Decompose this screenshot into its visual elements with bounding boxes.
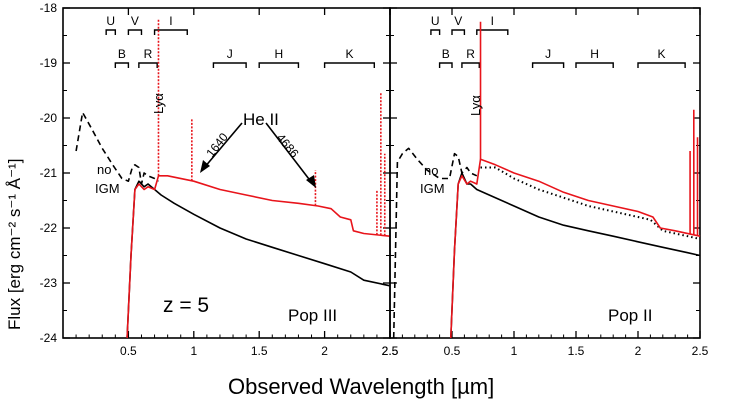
filter-bracket-right-V — [451, 29, 466, 35]
y-tick-label-3: -21 — [40, 166, 58, 180]
x-tick-label-left-1: 1 — [190, 344, 197, 358]
series-right-0 — [392, 147, 478, 339]
filter-label-left-J: J — [227, 47, 233, 61]
filter-label-right-R: R — [466, 47, 475, 61]
filter-label-left-R: R — [144, 47, 153, 61]
series-left-0 — [75, 111, 159, 185]
filter-label-right-B: B — [442, 47, 450, 61]
filter-bracket-right-K — [637, 62, 686, 68]
filter-bracket-right-B — [438, 62, 453, 68]
filter-bracket-left-B — [114, 62, 130, 68]
heii-label: He II — [243, 110, 279, 129]
y-tick-label-1: -23 — [40, 276, 58, 290]
series-right-3 — [450, 158, 701, 339]
spectra-right — [392, 147, 701, 339]
tick-group-left: 0.5 1 1.5 2 2.5 -24 -23 -22 -21 -20 -19 -18 — [40, 1, 399, 358]
y-tick-label-0: -24 — [40, 331, 58, 345]
filter-label-left-V: V — [131, 14, 139, 28]
filter-bracket-right-I — [476, 29, 509, 35]
x-tick-label-left-3: 2 — [321, 344, 328, 358]
filter-label-right-J: J — [545, 47, 551, 61]
population-label-right: Pop II — [608, 306, 652, 325]
filter-bracket-left-H — [258, 62, 300, 68]
filter-bands-right: U V I B R J H K — [430, 14, 686, 68]
spectra-left — [75, 111, 391, 339]
filter-bracket-left-U — [105, 29, 117, 35]
y-axis-title: Flux [erg cm⁻² s⁻¹ Å⁻¹] — [5, 159, 24, 330]
lya-label-left: Lyα — [151, 93, 166, 114]
heii-4686-label: 4686 — [274, 131, 302, 161]
filter-bracket-left-R — [138, 62, 158, 68]
heii-4686-arrowhead — [306, 175, 316, 188]
y-tick-label-6: -18 — [40, 1, 58, 15]
panel-pop-ii: 2.5 0.5 1 1.5 2 2.5 U V I B R J H K Lyα no IGM Pop I… — [382, 7, 709, 358]
filter-label-left-U: U — [106, 14, 115, 28]
lya-label-right: Lyα — [468, 95, 483, 116]
panel-pop-iii: 0.5 1 1.5 2 2.5 -24 -23 -22 -21 -20 -19 -18 U V I B R J H… — [40, 1, 399, 358]
x-tick-label-left-0: 0.5 — [120, 344, 137, 358]
filter-label-right-H: H — [590, 47, 599, 61]
x-tick-label-right-2: 1 — [511, 344, 518, 358]
filter-bracket-right-H — [575, 62, 614, 68]
no-igm-label-right: no — [424, 163, 438, 178]
y-tick-label-5: -19 — [40, 56, 58, 70]
filter-label-right-V: V — [454, 14, 462, 28]
x-tick-label-right-5: 2.5 — [692, 344, 709, 358]
x-tick-label-left-2: 1.5 — [251, 344, 268, 358]
filter-bracket-right-R — [461, 62, 480, 68]
x-tick-label-right-0: 2.5 — [382, 344, 399, 358]
heii-4686-arrow — [265, 122, 313, 184]
series-left-2 — [126, 175, 391, 339]
no-igm-label-right-2: IGM — [420, 181, 445, 196]
redshift-label: z = 5 — [163, 294, 209, 317]
filter-bracket-right-J — [531, 62, 565, 68]
series-left-1 — [126, 180, 391, 339]
x-tick-label-right-4: 2 — [635, 344, 642, 358]
filter-bracket-left-I — [153, 29, 188, 35]
series-right-1 — [450, 172, 701, 339]
filter-label-left-K: K — [345, 47, 353, 61]
filter-label-left-H: H — [274, 47, 283, 61]
filter-bracket-left-V — [127, 29, 143, 35]
filter-label-right-U: U — [431, 14, 440, 28]
y-tick-label-4: -20 — [40, 111, 58, 125]
no-igm-label-left-2: IGM — [95, 181, 120, 196]
filter-bracket-right-U — [430, 29, 441, 35]
filter-label-right-K: K — [658, 47, 666, 61]
filter-bracket-left-K — [323, 62, 376, 68]
heii-1640-label: 1640 — [203, 130, 231, 160]
filter-label-right-I: I — [491, 14, 494, 28]
x-tick-label-right-1: 0.5 — [444, 344, 461, 358]
no-igm-label-left: no — [97, 162, 111, 177]
series-right-2 — [480, 166, 701, 240]
x-tick-label-right-3: 1.5 — [568, 344, 585, 358]
tick-group-right: 2.5 0.5 1 1.5 2 2.5 — [382, 7, 709, 358]
filter-bracket-left-J — [212, 62, 247, 68]
heii-1640-arrow — [203, 122, 243, 169]
heii-1640-arrowhead — [200, 160, 210, 173]
population-label-left: Pop III — [288, 306, 337, 325]
filter-bands-left: U V I B R J H K — [105, 14, 376, 68]
y-tick-label-2: -22 — [40, 221, 58, 235]
x-axis-title: Observed Wavelength [µm] — [228, 374, 494, 399]
x-tick-label-left-4: 2.5 — [382, 344, 399, 358]
filter-label-left-I: I — [169, 14, 172, 28]
emission-lines-left — [157, 19, 386, 236]
emission-lines-right — [479, 21, 699, 236]
filter-label-left-B: B — [118, 47, 126, 61]
